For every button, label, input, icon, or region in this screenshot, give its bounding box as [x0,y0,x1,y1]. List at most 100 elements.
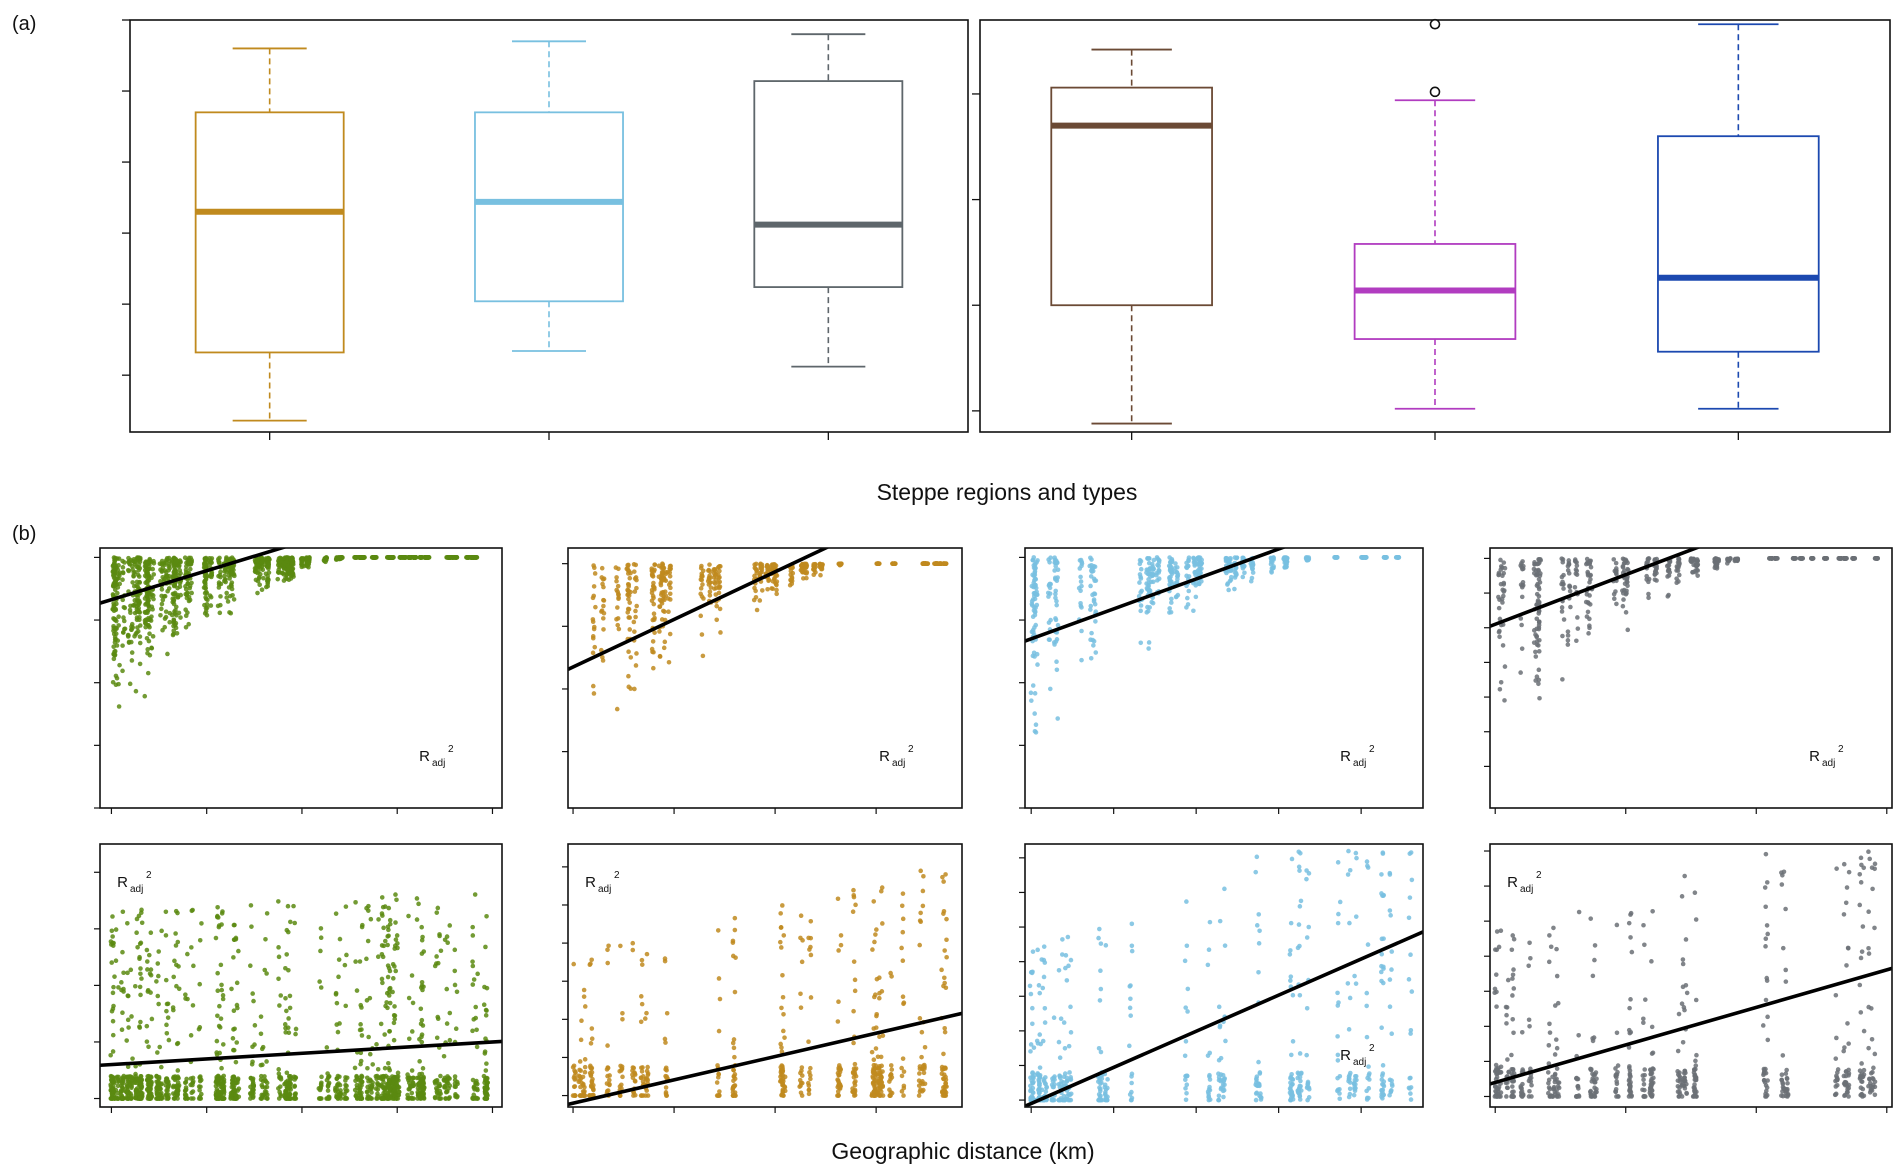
data-point [1500,573,1505,579]
data-point [453,1026,459,1032]
data-point [447,1083,453,1088]
data-point [1531,566,1537,572]
data-point [1032,625,1037,630]
data-point [166,586,172,591]
data-point [651,584,656,590]
data-point [804,569,810,575]
data-point [1567,583,1572,589]
data-point [470,963,476,969]
data-point [1614,601,1619,607]
data-point [144,1023,150,1029]
data-point [110,563,116,568]
data-point [218,1016,224,1021]
data-point [1587,558,1593,564]
data-point [1666,567,1671,573]
data-point [416,901,421,907]
data-point [1611,557,1617,562]
data-point [1713,561,1719,567]
data-point [380,1096,386,1101]
data-point [1334,555,1339,560]
data-point [838,561,844,567]
data-point [601,610,607,616]
data-point [129,627,134,632]
data-point [197,1025,203,1030]
data-point [1520,583,1526,588]
data-point [227,593,233,599]
data-point [706,567,712,573]
box-iqr [474,111,624,303]
data-point [147,631,152,637]
data-point [1502,698,1507,703]
data-point [1536,584,1542,590]
data-point [335,1029,341,1035]
data-point [1568,604,1573,610]
data-point [650,617,656,623]
data-point [1613,589,1618,594]
data-point [366,1034,371,1040]
data-point [293,1031,298,1037]
data-point [144,1039,150,1044]
data-point [108,1052,113,1058]
data-point [1798,556,1804,561]
data-point [138,966,143,971]
data-point [276,1071,282,1077]
data-point [215,556,221,562]
data-point [127,681,133,687]
data-point [369,1096,374,1101]
data-point [183,996,188,1001]
data-point [1032,561,1038,567]
data-point [1146,588,1152,594]
data-point [628,655,634,660]
data-point [235,1080,240,1085]
data-point [1501,580,1507,586]
data-point [707,562,712,567]
data-point [158,613,163,618]
data-point [183,586,189,592]
data-point [659,590,665,596]
data-point [288,565,294,571]
data-point [334,1000,340,1006]
data-point [369,1085,375,1090]
data-point [632,589,638,594]
data-point [626,596,631,602]
data-point [626,588,632,594]
data-point [1193,583,1199,588]
data-point [633,562,639,568]
data-point [591,593,597,599]
data-point [452,1084,458,1089]
data-point [334,556,340,561]
box-qinghai-tibet [753,33,904,368]
data-point [1047,686,1053,692]
data-point [391,1020,397,1026]
data-point [474,1078,479,1084]
data-point [1146,577,1151,582]
data-point [616,566,621,572]
data-point [1146,580,1152,586]
data-point [804,575,809,581]
data-point [286,1016,291,1021]
data-point [1534,591,1540,597]
data-point [1032,612,1038,618]
data-point [1088,568,1094,573]
data-point [159,587,165,592]
data-point [446,1096,452,1101]
data-point [1079,561,1085,566]
data-point [1695,573,1700,578]
data-point [1192,561,1198,567]
data-point [189,590,194,596]
data-point [276,976,281,982]
data-point [1674,580,1679,586]
data-point [126,555,131,561]
data-point [154,1096,160,1101]
data-point [757,598,763,603]
data-point [190,1089,196,1094]
data-point [116,556,122,561]
data-point [1850,556,1856,561]
data-point [163,609,169,614]
data-point [344,1083,349,1089]
data-point [1191,555,1196,561]
data-point [1498,557,1503,563]
data-point [144,570,149,575]
data-point [265,577,270,582]
box-typical [1353,18,1517,410]
